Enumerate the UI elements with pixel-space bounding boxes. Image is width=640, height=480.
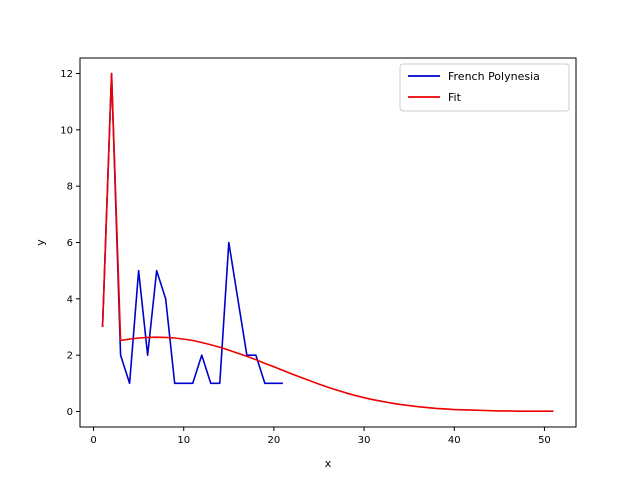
series-line-french-polynesia	[101, 72, 283, 385]
legend-box	[399, 63, 570, 112]
x-tick-label: 20	[268, 435, 281, 446]
y-axis: 0 2 4 6 8 10 12	[60, 69, 80, 418]
x-axis: 0 10 20 30 40 50	[90, 427, 551, 446]
series-line-fit	[101, 72, 554, 413]
legend: French Polynesia Fit	[399, 63, 570, 112]
x-tick-label: 0	[90, 435, 96, 446]
legend-label-fit: Fit	[448, 91, 462, 104]
x-tick-label: 40	[448, 435, 461, 446]
y-tick-label: 2	[67, 351, 73, 362]
y-tick-label: 6	[67, 238, 73, 249]
plot-area	[101, 72, 554, 413]
y-tick-label: 8	[67, 182, 73, 193]
y-tick-label: 0	[67, 407, 73, 418]
x-tick-label: 50	[538, 435, 551, 446]
x-tick-label: 30	[358, 435, 371, 446]
y-tick-label: 12	[60, 69, 73, 80]
legend-label-french-polynesia: French Polynesia	[448, 70, 540, 83]
y-axis-label: y	[34, 239, 47, 246]
y-tick-label: 4	[67, 294, 73, 305]
x-tick-label: 10	[177, 435, 190, 446]
x-axis-label: x	[325, 457, 332, 470]
y-tick-label: 10	[60, 125, 73, 136]
